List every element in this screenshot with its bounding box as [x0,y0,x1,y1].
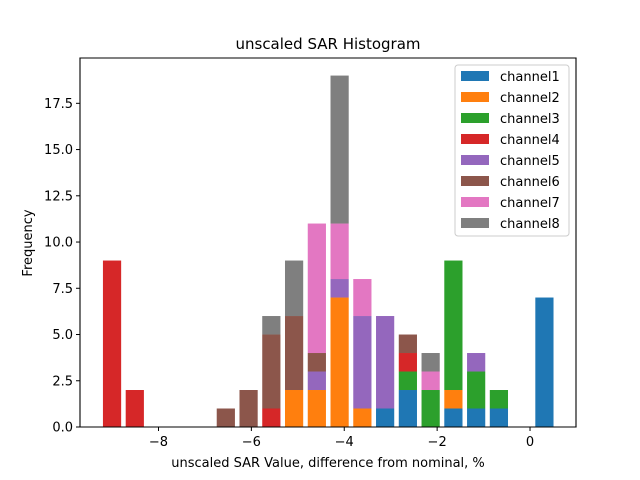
bar-channel4-bin-0 [102,260,122,427]
bar-channel2-bin-11 [353,408,372,427]
bar-channel2-bin-15 [444,390,463,409]
bar-channel6-bin-5 [216,408,235,427]
bar-channel4-bin-7 [262,408,281,427]
x-tick-label: 0 [526,435,534,450]
y-tick-label: 12.5 [44,189,73,204]
bar-channel2-bin-9 [307,390,326,427]
legend-swatch-channel3 [461,113,489,123]
bar-channel4-bin-13 [398,353,417,372]
bar-channel6-bin-8 [284,316,304,391]
legend-swatch-channel6 [461,176,489,186]
bar-channel8-bin-8 [284,260,304,317]
legend-swatch-channel8 [461,218,489,228]
legend-label-channel6: channel6 [500,175,560,190]
bar-channel1-bin-12 [376,408,395,427]
legend-label-channel3: channel3 [500,112,560,127]
bars-group [102,75,554,427]
x-axis-label: unscaled SAR Value, difference from nomi… [171,456,485,471]
x-tick-label: −4 [335,435,354,450]
bar-channel4-bin-1 [125,390,144,427]
legend-box [454,64,570,237]
bar-channel8-bin-10 [330,75,349,224]
bar-channel6-bin-6 [239,390,258,427]
legend-label-channel2: channel2 [500,91,560,106]
y-tick-label: 10.0 [44,236,73,251]
y-tick-label: 15.0 [44,143,73,158]
bar-channel5-bin-12 [376,316,395,409]
bar-channel3-bin-13 [398,371,417,391]
bar-channel6-bin-7 [262,334,281,409]
bar-channel1-bin-15 [444,408,463,427]
bar-channel1-bin-17 [489,408,509,427]
legend-label-channel1: channel1 [500,70,560,85]
bar-channel7-bin-10 [330,223,349,280]
bar-channel8-bin-14 [421,353,440,372]
legend-swatch-channel7 [461,197,489,207]
legend-swatch-channel5 [461,155,489,165]
bar-channel1-bin-16 [467,408,486,427]
bar-channel5-bin-10 [330,279,349,298]
y-tick-label: 5.0 [52,328,73,343]
legend: channel1 channel2 channel3 channel4 channel5… [454,64,570,237]
x-tick-label: −2 [428,435,447,450]
bar-channel5-bin-9 [307,371,326,391]
bar-channel1-bin-19 [535,297,554,427]
legend-label-channel4: channel4 [500,133,560,148]
bar-channel3-bin-16 [467,371,486,409]
y-tick-label: 0.0 [52,421,73,436]
chart-title: unscaled SAR Histogram [235,35,420,53]
y-axis-label: Frequency [21,209,36,276]
legend-swatch-channel4 [461,134,489,144]
x-tick-label: −8 [149,435,168,450]
bar-channel7-bin-14 [421,371,440,391]
bar-channel5-bin-11 [353,316,372,409]
bar-channel6-bin-9 [307,353,326,372]
axes-group [79,57,577,428]
bar-channel3-bin-14 [421,390,440,427]
bar-channel1-bin-13 [398,390,417,427]
legend-label-channel5: channel5 [500,154,560,169]
bar-channel3-bin-15 [444,260,463,391]
legend-swatch-channel2 [461,92,489,102]
legend-label-channel8: channel8 [500,217,560,232]
y-tick-label: 7.5 [52,282,73,297]
x-tick-label: −6 [242,435,261,450]
bar-channel3-bin-17 [489,390,509,409]
legend-label-channel7: channel7 [500,196,560,211]
legend-swatch-channel1 [461,71,489,81]
bar-channel7-bin-9 [307,223,326,354]
bar-channel5-bin-16 [467,353,486,372]
bar-channel2-bin-10 [330,297,349,427]
y-ticks: 0.0 2.5 5.0 7.5 10.0 12.5 15.0 17.5 [44,97,80,436]
bar-channel2-bin-8 [284,390,304,427]
x-ticks: −8 −6 −4 −2 0 [149,427,534,450]
bar-channel6-bin-13 [398,334,417,354]
y-tick-label: 2.5 [52,374,73,389]
bar-channel7-bin-11 [353,279,372,317]
y-tick-label: 17.5 [44,97,73,112]
bar-channel8-bin-7 [262,316,281,335]
